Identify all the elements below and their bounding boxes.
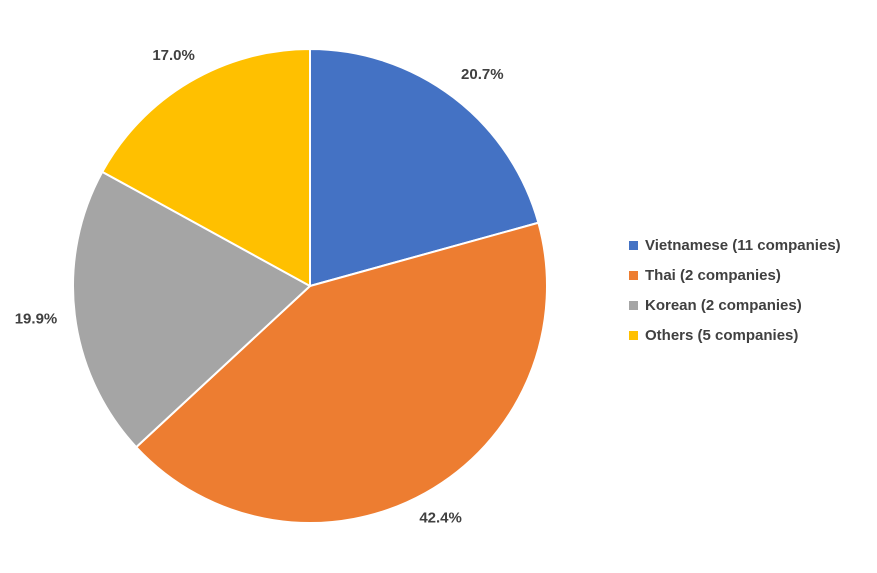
data-label-thai: 42.4% xyxy=(419,510,462,527)
legend-label: Thai (2 companies) xyxy=(645,266,781,284)
legend-swatch xyxy=(629,330,638,340)
legend-item-korean: Korean (2 companies) xyxy=(629,290,874,320)
pie-slices xyxy=(72,48,548,524)
data-label-others: 17.0% xyxy=(152,47,195,64)
legend-item-vietnamese: Vietnamese (11 companies) xyxy=(629,230,874,260)
legend-swatch xyxy=(629,300,638,310)
pie-slice-thai xyxy=(135,221,548,524)
chart-legend: Vietnamese (11 companies) Thai (2 compani… xyxy=(629,230,874,350)
data-label-vietnamese: 20.7% xyxy=(461,66,504,83)
pie-slice-others xyxy=(101,48,311,287)
legend-label: Vietnamese (11 companies) xyxy=(645,236,841,254)
legend-swatch xyxy=(629,240,638,250)
pie-data-labels: 20.7% 42.4% 19.9% 17.0% xyxy=(15,47,504,527)
pie-slice-vietnamese xyxy=(309,48,540,287)
legend-label: Others (5 companies) xyxy=(645,326,799,344)
legend-item-thai: Thai (2 companies) xyxy=(629,260,874,290)
data-label-korean: 19.9% xyxy=(15,310,58,327)
pie-slice-korean xyxy=(72,170,311,449)
legend-label: Korean (2 companies) xyxy=(645,296,802,314)
legend-item-others: Others (5 companies) xyxy=(629,320,874,350)
legend-swatch xyxy=(629,270,638,280)
